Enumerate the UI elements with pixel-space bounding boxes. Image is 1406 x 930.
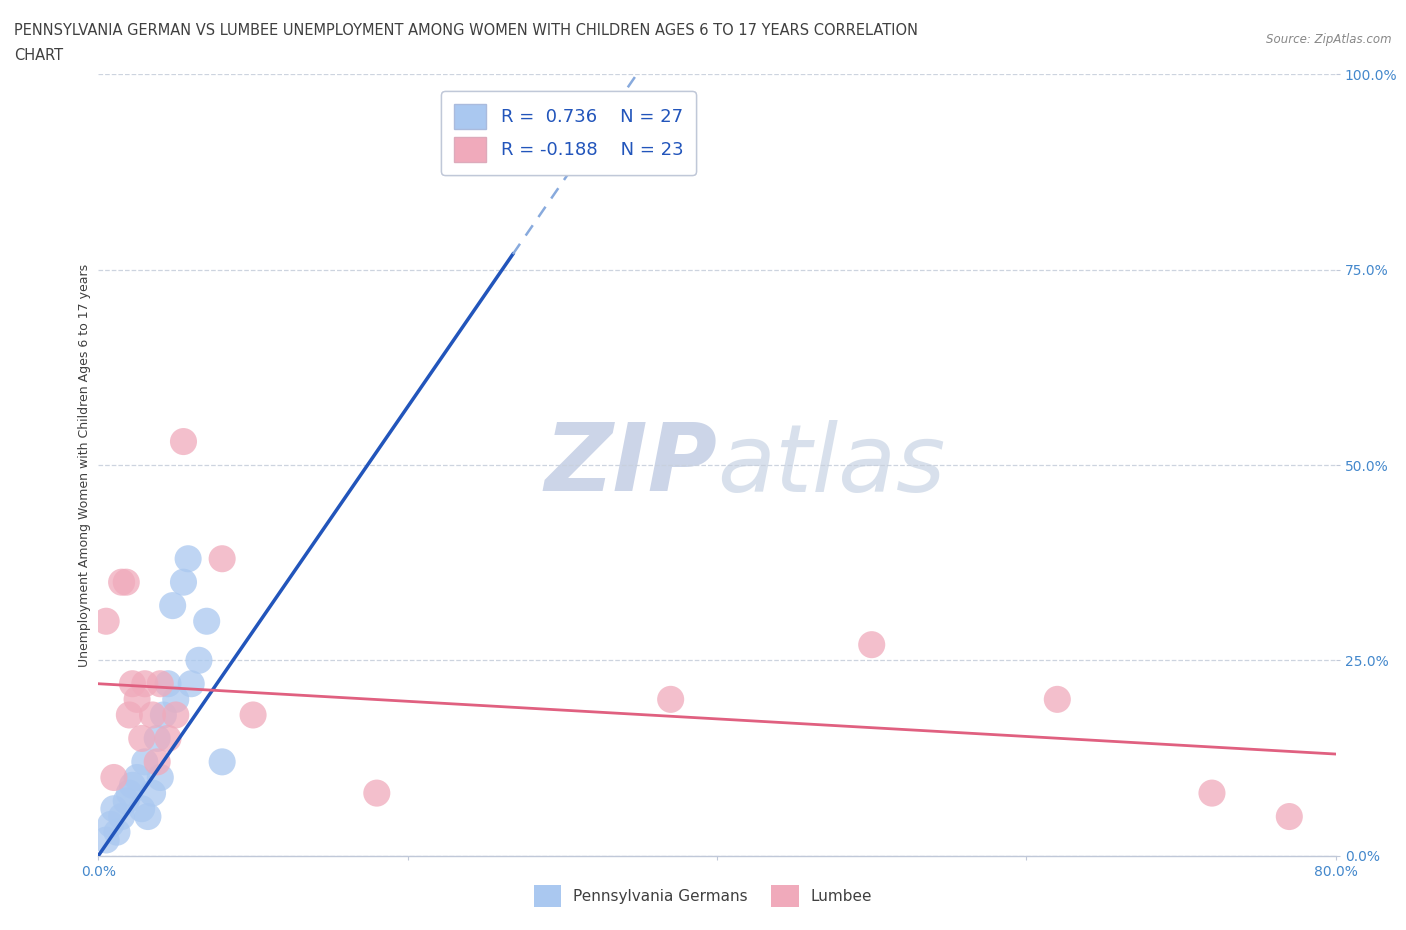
Y-axis label: Unemployment Among Women with Children Ages 6 to 17 years: Unemployment Among Women with Children A… [79, 263, 91, 667]
Point [172, 434, 194, 449]
Point [152, 708, 174, 723]
Point [103, 770, 125, 785]
Point [505, 122, 527, 137]
Text: CHART: CHART [14, 48, 63, 63]
Point [115, 575, 138, 590]
Text: ZIP: ZIP [544, 419, 717, 511]
Point [165, 708, 187, 723]
Point [127, 770, 149, 785]
Point [172, 575, 194, 590]
Point [188, 653, 211, 668]
Point [131, 802, 153, 817]
Legend: R =  0.736    N = 27, R = -0.188    N = 23: R = 0.736 N = 27, R = -0.188 N = 23 [441, 91, 696, 175]
Point [1278, 809, 1301, 824]
Point [242, 708, 264, 723]
Point [195, 614, 218, 629]
Point [1201, 786, 1223, 801]
Point [134, 754, 156, 769]
Point [162, 598, 184, 613]
Point [127, 692, 149, 707]
Point [134, 676, 156, 691]
Point [149, 770, 172, 785]
Point [211, 551, 233, 566]
Point [111, 809, 132, 824]
Point [100, 817, 122, 831]
Point [211, 754, 233, 769]
Point [115, 793, 138, 808]
Point [157, 676, 180, 691]
Point [105, 825, 128, 840]
Point [146, 731, 169, 746]
Point [136, 809, 159, 824]
Point [141, 786, 165, 801]
Text: Source: ZipAtlas.com: Source: ZipAtlas.com [1267, 33, 1392, 46]
Point [118, 708, 141, 723]
Point [860, 637, 883, 652]
Point [366, 786, 388, 801]
Point [177, 551, 200, 566]
Text: PENNSYLVANIA GERMAN VS LUMBEE UNEMPLOYMENT AMONG WOMEN WITH CHILDREN AGES 6 TO 1: PENNSYLVANIA GERMAN VS LUMBEE UNEMPLOYME… [14, 23, 918, 38]
Point [146, 754, 169, 769]
Point [141, 708, 165, 723]
Point [121, 777, 143, 792]
Point [118, 786, 141, 801]
Point [96, 614, 118, 629]
Point [157, 731, 180, 746]
Point [121, 676, 143, 691]
Point [529, 122, 551, 137]
Point [111, 575, 132, 590]
Point [131, 731, 153, 746]
Point [659, 692, 682, 707]
Legend: Pennsylvania Germans, Lumbee: Pennsylvania Germans, Lumbee [527, 879, 879, 913]
Point [1046, 692, 1069, 707]
Point [180, 676, 202, 691]
Text: atlas: atlas [717, 419, 945, 511]
Point [165, 692, 187, 707]
Point [96, 832, 118, 847]
Point [103, 802, 125, 817]
Point [149, 676, 172, 691]
